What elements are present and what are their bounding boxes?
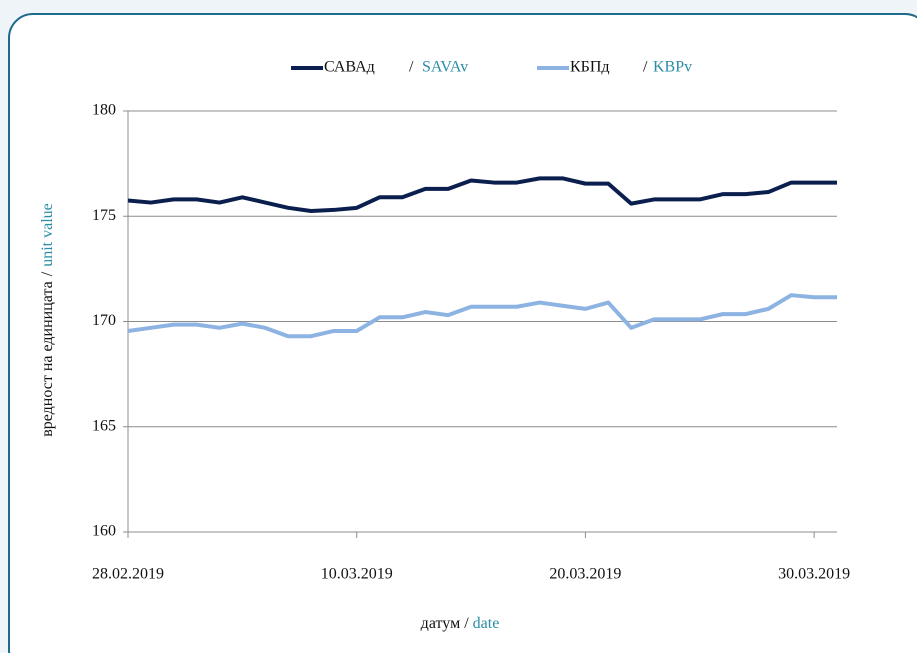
y-title-part: вредност на единицата	[39, 281, 56, 437]
y-axis-title: вредност на единицата / unit value	[39, 203, 56, 437]
series-line	[127, 293, 837, 339]
legend-label-en: SAVAv	[422, 59, 468, 76]
x-tick-label: 10.03.2019	[321, 566, 393, 583]
y-tick-label: 160	[92, 523, 116, 540]
legend-separator: /	[643, 59, 648, 76]
y-tick-label: 180	[92, 102, 116, 119]
legend-label-en: KBPv	[653, 59, 692, 76]
x-tick-label: 20.03.2019	[549, 566, 621, 583]
x-title-part: /	[464, 615, 469, 632]
legend-separator: /	[409, 59, 414, 76]
y-title-part: /	[39, 271, 56, 276]
x-title-part: date	[473, 615, 500, 632]
x-tick-label: 30.03.2019	[778, 566, 850, 583]
series-line	[127, 176, 837, 213]
x-axis-title: датум / date	[421, 615, 500, 632]
y-tick-label: 165	[92, 417, 116, 434]
legend-label: САВАд	[324, 59, 375, 76]
y-tick-label: 170	[92, 312, 116, 329]
y-tick-label: 175	[92, 207, 116, 224]
x-tick-label: 28.02.2019	[92, 566, 164, 583]
legend-label: КБПд	[570, 59, 610, 76]
panel	[8, 13, 917, 653]
x-title-part: датум	[421, 615, 461, 632]
y-title-part: unit value	[39, 203, 56, 267]
